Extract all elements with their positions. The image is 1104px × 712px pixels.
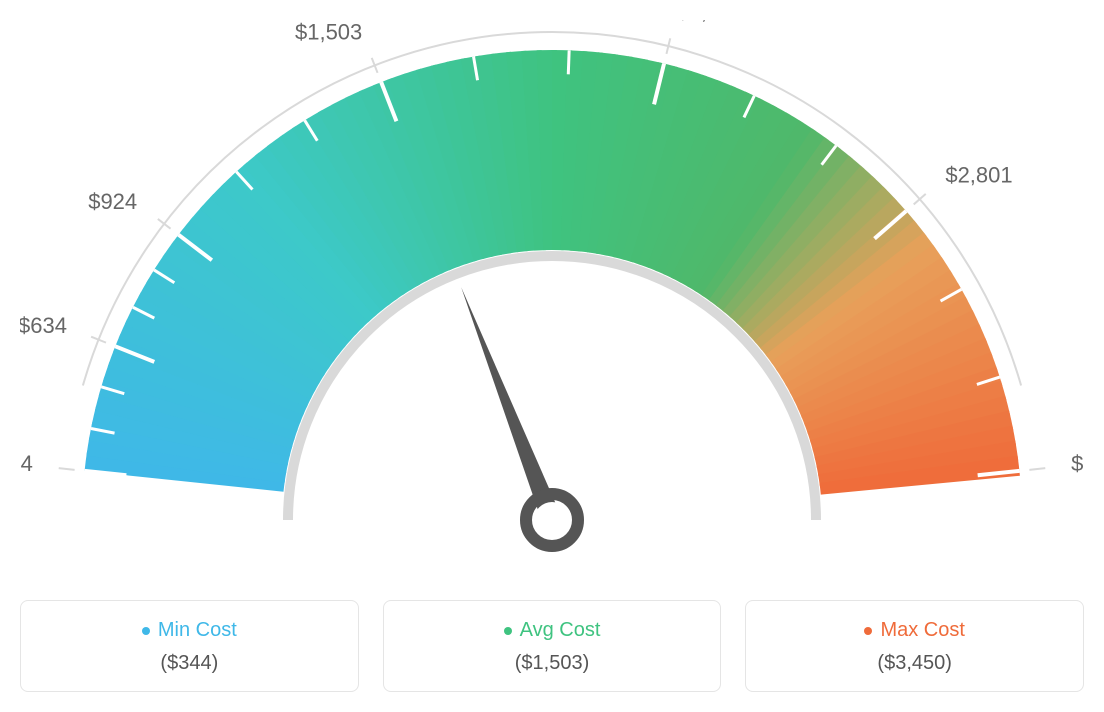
- gauge-tick-label: $634: [20, 313, 67, 338]
- gauge-tick-label: $344: [20, 451, 33, 476]
- legend-value-avg: ($1,503): [384, 652, 721, 675]
- gauge-chart: $344 $634 $924 $1,503 $2,152 $2,801 $3,450: [20, 20, 1084, 580]
- legend-card-max: Max Cost ($3,450): [745, 600, 1084, 692]
- gauge-svg: $344 $634 $924 $1,503 $2,152 $2,801 $3,450: [20, 20, 1084, 580]
- legend-title-min: Min Cost: [142, 619, 237, 642]
- legend-value-min: ($344): [21, 652, 358, 675]
- legend-label-max: Max Cost: [880, 619, 964, 642]
- gauge-tick-label: $2,152: [676, 20, 743, 24]
- legend-card-avg: Avg Cost ($1,503): [383, 600, 722, 692]
- legend-row: Min Cost ($344) Avg Cost ($1,503) Max Co…: [20, 600, 1084, 692]
- gauge-tick-label: $3,450: [1071, 451, 1084, 476]
- legend-value-max: ($3,450): [746, 652, 1083, 675]
- legend-title-max: Max Cost: [864, 619, 964, 642]
- gauge-tick-label: $1,503: [295, 20, 362, 45]
- legend-label-min: Min Cost: [158, 619, 237, 642]
- gauge-needle: [461, 287, 561, 524]
- gauge-tick-label: $2,801: [945, 163, 1012, 188]
- bullet-max: [864, 627, 872, 635]
- legend-title-avg: Avg Cost: [504, 619, 601, 642]
- bullet-avg: [504, 627, 512, 635]
- legend-label-avg: Avg Cost: [520, 619, 601, 642]
- gauge-arc: [85, 50, 1020, 495]
- bullet-min: [142, 627, 150, 635]
- gauge-tick-label: $924: [88, 189, 137, 214]
- legend-card-min: Min Cost ($344): [20, 600, 359, 692]
